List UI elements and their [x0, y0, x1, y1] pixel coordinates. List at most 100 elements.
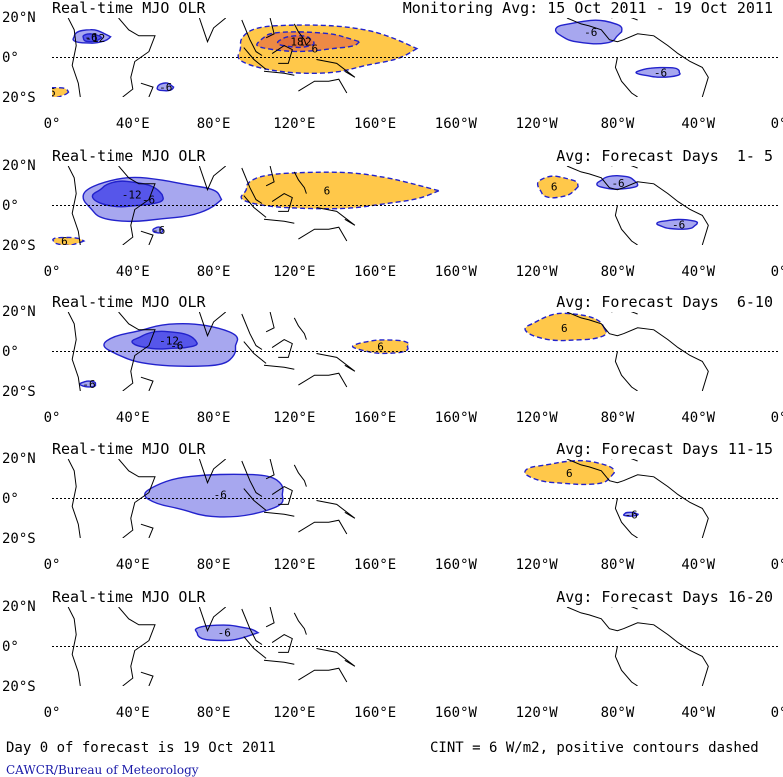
- coastline: [611, 312, 638, 315]
- positive-olr-anomaly-contour: [524, 459, 615, 486]
- coastline: [263, 364, 295, 370]
- longitude-label: 80°E: [196, 264, 231, 280]
- longitude-label: 80°W: [600, 116, 635, 132]
- longitude-label: 0°: [43, 705, 61, 721]
- contour-value-label: -12: [85, 32, 105, 45]
- panel-title: Real-time MJO OLR: [52, 588, 206, 606]
- coastline: [614, 351, 638, 391]
- contour-value-label: -6: [159, 81, 172, 94]
- coastline: [623, 181, 709, 245]
- contour-value-label: 6: [324, 185, 331, 198]
- coastline: [118, 459, 156, 538]
- contour-value-label: -12: [122, 189, 142, 202]
- latitude-label: 20°N: [2, 451, 36, 467]
- contour-value-label: 6: [377, 341, 384, 354]
- map-panel: Real-time MJO OLR Avg: Forecast Days 16-2…: [0, 588, 783, 734]
- coastline: [298, 78, 348, 94]
- longitude-label: 40°E: [115, 705, 150, 721]
- contour-interval-note: CINT = 6 W/m2, positive contours dashed: [430, 740, 759, 756]
- positive-olr-anomaly-contour: [524, 312, 607, 342]
- longitude-label: 80°W: [600, 557, 635, 573]
- coastline: [614, 205, 638, 245]
- latitude-label: 20°N: [2, 599, 36, 615]
- contour-value-label: -6: [218, 627, 231, 640]
- contour-value-label: -6: [152, 224, 165, 237]
- coastline: [611, 18, 638, 21]
- panel-averaging-period: Monitoring Avg: 15 Oct 2011 - 19 Oct 201…: [402, 0, 773, 17]
- positive-olr-anomaly-contour: [536, 175, 579, 199]
- latitude-label: 0°: [2, 344, 19, 360]
- coastline: [614, 498, 638, 538]
- credit-text: CAWCR/Bureau of Meteorology: [6, 763, 199, 777]
- coastline: [265, 459, 275, 480]
- longitude-label: 80°E: [196, 557, 231, 573]
- longitude-label: 120°W: [515, 705, 558, 721]
- forecast-day-note: Day 0 of forecast is 19 Oct 2011: [6, 740, 276, 756]
- coastline: [140, 82, 154, 97]
- coastline: [566, 166, 624, 191]
- coastline: [243, 47, 267, 70]
- contour-value-label: 6: [551, 181, 558, 194]
- coastline: [140, 230, 154, 245]
- panel-title: Real-time MJO OLR: [52, 0, 206, 17]
- coastline: [118, 312, 156, 391]
- longitude-label: 160°E: [354, 410, 397, 426]
- negative-olr-anomaly-contour: [152, 226, 164, 234]
- coastline: [298, 519, 348, 535]
- latitude-label: 20°N: [2, 10, 36, 26]
- coastline: [118, 166, 156, 245]
- coastline: [271, 486, 293, 505]
- coastline: [198, 607, 227, 633]
- coastline: [265, 18, 275, 39]
- longitude-label: 160°W: [434, 557, 477, 573]
- coastline: [316, 648, 356, 667]
- longitude-label: 160°E: [354, 264, 397, 280]
- latitude-label: 20°S: [2, 531, 36, 547]
- longitude-label: 40°E: [115, 264, 150, 280]
- coastline: [316, 500, 356, 519]
- coastline: [198, 459, 227, 485]
- longitude-label: 40°W: [681, 410, 716, 426]
- longitude-label: 0°: [770, 116, 783, 132]
- coastline: [611, 607, 638, 610]
- contour-value-label: -6: [214, 489, 227, 502]
- contour-value-label: -6: [142, 194, 155, 207]
- coastline: [241, 460, 263, 497]
- contour-value-label: -6: [170, 340, 183, 353]
- longitude-label: 0°: [770, 410, 783, 426]
- coastline: [198, 166, 227, 192]
- contour-value-label: 6: [61, 235, 68, 245]
- longitude-label: 160°W: [434, 116, 477, 132]
- latitude-label: 20°S: [2, 679, 36, 695]
- coastline: [263, 511, 295, 517]
- panel-averaging-period: Avg: Forecast Days 11-15: [556, 440, 773, 458]
- map-frame: -6 6 -6: [52, 459, 779, 538]
- longitude-label: 40°W: [681, 264, 716, 280]
- map-panel: Real-time MJO OLR Avg: Forecast Days 11-1…: [0, 440, 783, 586]
- negative-olr-anomaly-contour: [194, 624, 260, 642]
- longitude-label: 160°E: [354, 116, 397, 132]
- longitude-label: 160°E: [354, 705, 397, 721]
- coastline: [293, 612, 307, 635]
- map-frame: -6: [52, 607, 779, 686]
- positive-olr-anomaly-contour: [52, 236, 86, 245]
- negative-olr-anomaly-contour: [144, 473, 284, 518]
- coastline: [263, 659, 295, 665]
- latitude-label: 0°: [2, 639, 19, 655]
- coastline: [118, 18, 156, 97]
- longitude-label: 40°W: [681, 116, 716, 132]
- coastline: [243, 636, 267, 659]
- contour-value-label: 6: [566, 467, 573, 480]
- coastline: [623, 327, 709, 391]
- latitude-label: 0°: [2, 491, 19, 507]
- map-frame: -6 -12 6 -6 6 6 -6 -6: [52, 166, 779, 245]
- contour-value-label: -6: [84, 31, 97, 44]
- panel-averaging-period: Avg: Forecast Days 1- 5: [556, 147, 773, 165]
- positive-olr-anomaly-contour: [240, 171, 442, 210]
- coastline: [265, 166, 275, 187]
- contour-value-label: -6: [611, 177, 624, 190]
- coastline: [316, 207, 356, 226]
- contour-value-label: -6: [584, 26, 597, 39]
- longitude-label: 80°W: [600, 705, 635, 721]
- longitude-label: 120°W: [515, 557, 558, 573]
